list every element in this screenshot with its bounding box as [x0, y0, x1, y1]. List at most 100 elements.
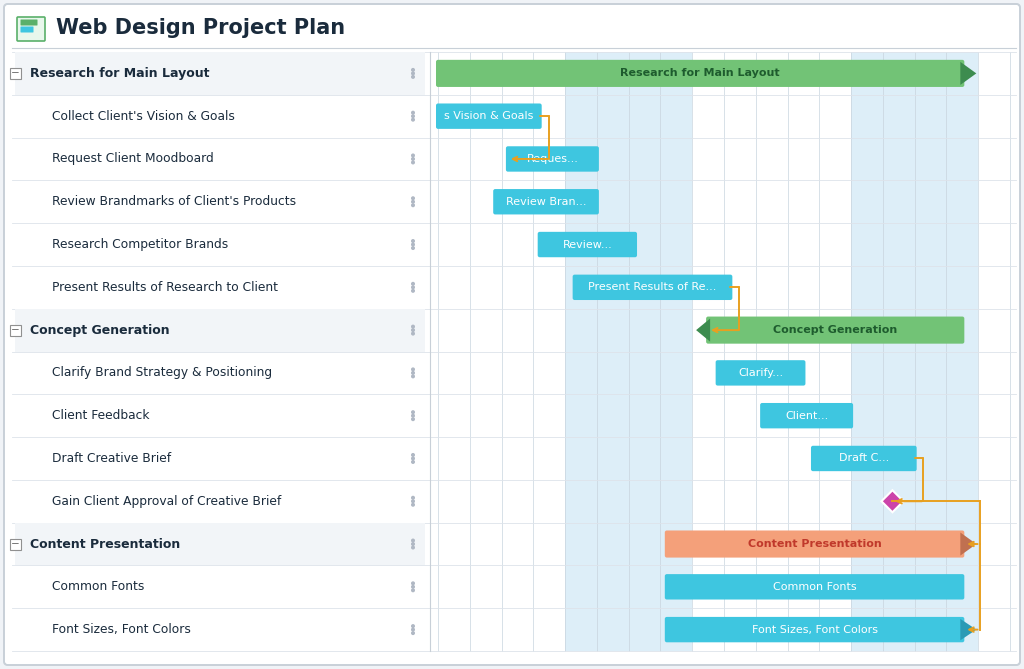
Text: −: − [11, 324, 19, 334]
Text: Present Results of Re...: Present Results of Re... [589, 282, 717, 292]
FancyBboxPatch shape [760, 403, 853, 428]
Text: Gain Client Approval of Creative Brief: Gain Client Approval of Creative Brief [52, 495, 282, 508]
Circle shape [412, 204, 415, 207]
Bar [15, 522, 425, 565]
Bar [15, 308, 425, 351]
Circle shape [412, 454, 415, 456]
Text: Review Bran...: Review Bran... [506, 197, 587, 207]
Circle shape [412, 632, 415, 634]
Text: Research for Main Layout: Research for Main Layout [621, 68, 780, 78]
Circle shape [412, 332, 415, 335]
Circle shape [412, 543, 415, 545]
Text: Research Competitor Brands: Research Competitor Brands [52, 238, 228, 251]
Circle shape [412, 589, 415, 591]
Text: −: − [11, 539, 19, 549]
FancyBboxPatch shape [20, 19, 38, 25]
FancyBboxPatch shape [4, 4, 1020, 665]
Text: Font Sizes, Font Colors: Font Sizes, Font Colors [52, 623, 190, 636]
FancyBboxPatch shape [10, 68, 22, 79]
FancyBboxPatch shape [716, 360, 806, 385]
Text: Clarify...: Clarify... [738, 368, 783, 378]
Text: Review Brandmarks of Client's Products: Review Brandmarks of Client's Products [52, 195, 296, 208]
Bar [851, 52, 883, 651]
Text: Reques...: Reques... [526, 154, 579, 164]
Bar [15, 52, 425, 95]
FancyBboxPatch shape [494, 189, 599, 215]
Bar [597, 52, 629, 651]
Circle shape [412, 539, 415, 542]
Circle shape [412, 118, 415, 121]
Bar [629, 52, 660, 651]
Polygon shape [961, 62, 976, 85]
Text: Research for Main Layout: Research for Main Layout [30, 67, 210, 80]
Circle shape [412, 500, 415, 502]
FancyBboxPatch shape [436, 60, 965, 87]
Text: Concept Generation: Concept Generation [30, 324, 170, 337]
Text: Common Fonts: Common Fonts [52, 580, 144, 593]
Circle shape [412, 461, 415, 463]
Text: Common Fonts: Common Fonts [773, 582, 856, 592]
Circle shape [412, 161, 415, 164]
Circle shape [412, 496, 415, 499]
Text: Client Feedback: Client Feedback [52, 409, 150, 422]
FancyBboxPatch shape [811, 446, 916, 471]
FancyBboxPatch shape [572, 275, 732, 300]
Circle shape [412, 115, 415, 118]
Circle shape [412, 582, 415, 585]
Circle shape [412, 201, 415, 203]
Bar [660, 52, 692, 651]
FancyBboxPatch shape [10, 324, 22, 336]
Circle shape [412, 69, 415, 71]
Text: Client...: Client... [785, 411, 828, 421]
FancyBboxPatch shape [538, 232, 637, 258]
Bar [883, 52, 914, 651]
Text: Collect Client's Vision & Goals: Collect Client's Vision & Goals [52, 110, 234, 122]
Circle shape [412, 585, 415, 588]
Text: Draft C...: Draft C... [839, 454, 889, 464]
Circle shape [412, 504, 415, 506]
Circle shape [412, 411, 415, 413]
Text: Clarify Brand Strategy & Positioning: Clarify Brand Strategy & Positioning [52, 367, 272, 379]
Circle shape [412, 158, 415, 161]
Polygon shape [961, 619, 976, 640]
Circle shape [412, 244, 415, 246]
FancyBboxPatch shape [665, 574, 965, 599]
Bar [15, 52, 425, 651]
Text: Request Client Moodboard: Request Client Moodboard [52, 153, 214, 165]
Bar [565, 52, 597, 651]
Circle shape [412, 625, 415, 628]
Circle shape [412, 628, 415, 631]
Polygon shape [696, 318, 710, 342]
FancyBboxPatch shape [10, 539, 22, 549]
FancyBboxPatch shape [17, 17, 45, 41]
Text: Present Results of Research to Client: Present Results of Research to Client [52, 281, 278, 294]
Circle shape [412, 286, 415, 288]
Circle shape [412, 111, 415, 114]
Text: Content Presentation: Content Presentation [30, 537, 180, 551]
Circle shape [412, 371, 415, 374]
Circle shape [412, 457, 415, 460]
FancyBboxPatch shape [665, 617, 965, 642]
Circle shape [412, 290, 415, 292]
Text: Concept Generation: Concept Generation [773, 325, 897, 335]
Circle shape [412, 76, 415, 78]
Text: s Vision & Goals: s Vision & Goals [444, 111, 534, 121]
FancyBboxPatch shape [707, 316, 965, 344]
Text: Font Sizes, Font Colors: Font Sizes, Font Colors [752, 625, 878, 635]
Circle shape [412, 154, 415, 157]
FancyBboxPatch shape [506, 147, 599, 172]
Text: Content Presentation: Content Presentation [748, 539, 882, 549]
Circle shape [412, 240, 415, 242]
Polygon shape [961, 533, 976, 555]
Circle shape [412, 197, 415, 199]
FancyBboxPatch shape [436, 104, 542, 129]
Text: −: − [11, 68, 19, 78]
Text: Review...: Review... [562, 240, 612, 250]
Circle shape [412, 418, 415, 421]
Bar [914, 52, 946, 651]
FancyBboxPatch shape [665, 531, 965, 557]
Bar [946, 52, 978, 651]
Circle shape [412, 247, 415, 250]
Circle shape [412, 375, 415, 378]
Polygon shape [882, 490, 903, 512]
